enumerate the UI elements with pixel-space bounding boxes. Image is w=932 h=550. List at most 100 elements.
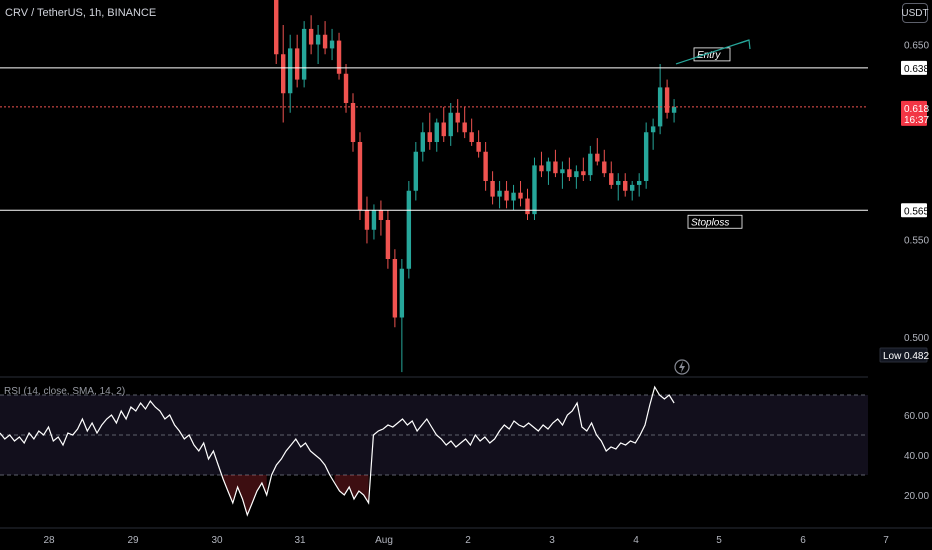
candle-body <box>476 142 481 152</box>
time-tick: 3 <box>549 535 555 546</box>
candle-body <box>441 122 446 137</box>
candle-body <box>371 210 377 230</box>
candle-body <box>490 181 495 197</box>
candle-body <box>385 220 391 259</box>
candle-body <box>560 169 565 174</box>
last-price-value: 0.618 <box>904 104 929 115</box>
candle-body <box>413 151 419 191</box>
rsi-oversold-fill <box>334 475 369 503</box>
time-axis[interactable]: 28 29 30 31 Aug 2 3 4 5 6 7 <box>43 535 889 546</box>
time-tick: 6 <box>800 535 806 546</box>
time-tick: 2 <box>465 535 471 546</box>
candle-body <box>623 181 628 191</box>
candle-body <box>546 161 551 172</box>
candle-body <box>294 48 300 80</box>
candle-body <box>609 173 614 185</box>
candle-body <box>671 106 677 113</box>
candle-body <box>343 73 349 103</box>
candle-body <box>567 169 572 178</box>
candle-body <box>469 132 474 142</box>
symbol-header[interactable]: CRV / TetherUS, 1h, BINANCE <box>5 7 157 19</box>
level-label-box <box>687 214 743 229</box>
price-tick: 0.500 <box>904 333 929 344</box>
level-price-text: 0.638 <box>904 64 929 75</box>
last-price-tag <box>901 100 927 126</box>
candle-body <box>602 161 607 174</box>
rsi-oversold-fill <box>223 475 267 515</box>
candle-body <box>350 103 356 142</box>
candle-body <box>504 190 509 201</box>
arrow-head <box>739 39 751 50</box>
candle-body <box>636 181 642 185</box>
price-tick: 0.550 <box>904 236 929 247</box>
level-price-tag <box>901 60 927 75</box>
rsi-title[interactable]: RSI (14, close, SMA, 14, 2) <box>4 386 126 397</box>
candle-body <box>315 34 321 45</box>
candle-body <box>532 165 537 215</box>
candle-body <box>301 28 307 80</box>
price-tick: 0.650 <box>904 41 929 52</box>
levels: Tp 2Tp 1EntryStoploss <box>0 47 868 229</box>
candle-body <box>287 48 293 94</box>
candle-body <box>581 171 586 176</box>
candle-body <box>497 190 502 197</box>
candle-body <box>595 153 600 162</box>
candle-body <box>274 0 279 55</box>
candle-body <box>420 132 425 152</box>
candle-body <box>483 151 488 181</box>
candle-body <box>399 268 405 318</box>
candle-body <box>588 153 593 176</box>
candle-body <box>336 40 342 74</box>
candle-body <box>525 198 530 215</box>
time-tick: 4 <box>633 535 639 546</box>
candle-body <box>553 161 558 174</box>
candle-body <box>406 190 412 269</box>
rsi-tick: 20.00 <box>904 491 929 502</box>
time-tick: Aug <box>375 535 393 546</box>
candle-body <box>511 192 516 201</box>
candle-body <box>643 132 649 181</box>
time-tick: 29 <box>127 535 139 546</box>
candle-body <box>448 112 453 137</box>
candle-body <box>630 184 635 191</box>
candle-body <box>364 210 370 230</box>
target-arrow <box>675 39 751 65</box>
rsi-line <box>0 385 675 517</box>
candle-body <box>664 87 670 113</box>
time-tick: 7 <box>883 535 889 546</box>
level-price-text: 0.565 <box>904 206 929 217</box>
time-tick: 30 <box>211 535 223 546</box>
candle-body <box>427 132 432 142</box>
low-label: Low <box>883 351 902 362</box>
candle-body <box>329 40 335 49</box>
level-label: Stoploss <box>691 217 729 228</box>
countdown: 16:37 <box>904 115 929 126</box>
candle-body <box>574 171 579 178</box>
arrow-shaft <box>675 39 750 65</box>
candle-body <box>378 210 384 220</box>
lightning-icon[interactable] <box>674 359 690 375</box>
quote-currency-button[interactable]: USDT <box>901 3 929 23</box>
grid <box>0 376 932 529</box>
candle-body <box>462 122 467 133</box>
time-tick: 5 <box>716 535 722 546</box>
candle-body <box>455 112 460 123</box>
time-tick: 28 <box>43 535 55 546</box>
rsi-pane: 60.00 40.00 20.00 <box>0 385 929 517</box>
candle-body <box>392 259 398 318</box>
candle-body <box>281 54 286 94</box>
time-tick: 31 <box>294 535 306 546</box>
price-axis[interactable]: 0.8000.7500.7000.6500.5500.5000.7890.715… <box>879 0 929 363</box>
candle-body <box>539 165 544 172</box>
candle-body <box>322 34 328 49</box>
candle-body <box>434 122 439 142</box>
low-tag <box>879 347 928 363</box>
candle-body <box>357 142 363 211</box>
rsi-tick: 40.00 <box>904 451 929 462</box>
candle-body <box>616 181 621 185</box>
candles <box>274 0 677 373</box>
lightning-bolt <box>679 361 685 373</box>
low-value: 0.482 <box>904 351 929 362</box>
level-label-box <box>693 47 731 62</box>
